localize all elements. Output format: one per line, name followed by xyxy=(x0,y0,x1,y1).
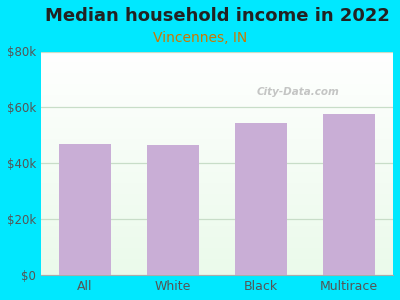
Text: Vincennes, IN: Vincennes, IN xyxy=(153,32,247,46)
Text: City-Data.com: City-Data.com xyxy=(257,87,339,97)
Bar xyxy=(147,145,200,275)
Bar xyxy=(323,114,376,275)
Bar xyxy=(235,123,288,275)
Bar xyxy=(59,144,112,275)
Title: Median household income in 2022: Median household income in 2022 xyxy=(45,7,390,25)
